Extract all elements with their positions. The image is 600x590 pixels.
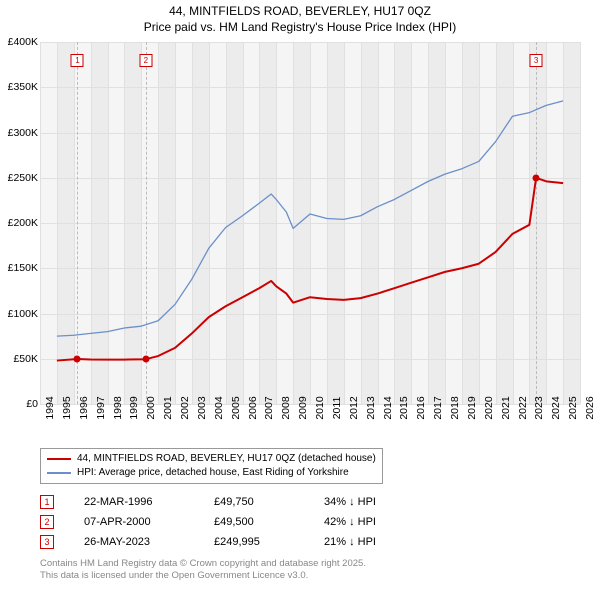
y-axis-label: £50K: [13, 353, 38, 365]
plot-area: 1 2 3: [40, 42, 580, 404]
x-axis-label: 2000: [145, 396, 157, 419]
tx-price: £49,750: [214, 496, 324, 508]
x-axis-label: 2024: [550, 396, 562, 419]
tx-marker-icon: 2: [40, 515, 54, 529]
legend-swatch: [47, 458, 71, 461]
y-axis-label: £150K: [8, 262, 38, 274]
x-axis-label: 2007: [263, 396, 275, 419]
tx-price: £49,500: [214, 516, 324, 528]
legend: 44, MINTFIELDS ROAD, BEVERLEY, HU17 0QZ …: [40, 448, 383, 484]
x-axis-label: 1998: [112, 396, 124, 419]
x-axis-label: 2005: [230, 396, 242, 419]
attribution: Contains HM Land Registry data © Crown c…: [40, 558, 366, 582]
chart-marker-icon: 1: [71, 54, 84, 67]
x-axis-label: 2020: [483, 396, 495, 419]
legend-item-price-paid: 44, MINTFIELDS ROAD, BEVERLEY, HU17 0QZ …: [47, 452, 376, 466]
tx-date: 26-MAY-2023: [84, 536, 214, 548]
data-point: [142, 356, 149, 363]
transaction-row: 2 07-APR-2000 £49,500 42% ↓ HPI: [40, 512, 376, 532]
y-axis-label: £250K: [8, 172, 38, 184]
x-axis-label: 1997: [95, 396, 107, 419]
attribution-line: Contains HM Land Registry data © Crown c…: [40, 558, 366, 570]
tx-delta: 21% ↓ HPI: [324, 536, 376, 548]
y-axis-label: £200K: [8, 217, 38, 229]
x-axis-label: 2003: [196, 396, 208, 419]
x-axis-label: 2022: [517, 396, 529, 419]
legend-label: 44, MINTFIELDS ROAD, BEVERLEY, HU17 0QZ …: [77, 452, 376, 466]
transaction-row: 1 22-MAR-1996 £49,750 34% ↓ HPI: [40, 492, 376, 512]
x-axis-label: 2011: [331, 397, 343, 420]
x-axis-label: 2010: [314, 396, 326, 419]
title-line-2: Price paid vs. HM Land Registry's House …: [0, 20, 600, 36]
y-axis-label: £350K: [8, 81, 38, 93]
y-axis-label: £300K: [8, 127, 38, 139]
tx-delta: 42% ↓ HPI: [324, 516, 376, 528]
x-axis-label: 2016: [415, 396, 427, 419]
x-axis-label: 2015: [398, 396, 410, 419]
x-axis-label: 2001: [162, 396, 174, 419]
tx-date: 22-MAR-1996: [84, 496, 214, 508]
tx-marker-icon: 1: [40, 495, 54, 509]
attribution-line: This data is licensed under the Open Gov…: [40, 570, 366, 582]
x-axis-label: 1996: [78, 396, 90, 419]
x-axis-label: 2021: [500, 396, 512, 419]
x-axis-label: 1999: [128, 396, 140, 419]
transactions-table: 1 22-MAR-1996 £49,750 34% ↓ HPI 2 07-APR…: [40, 492, 376, 552]
x-axis-label: 2023: [533, 396, 545, 419]
x-axis-label: 2013: [365, 396, 377, 419]
chart-container: 44, MINTFIELDS ROAD, BEVERLEY, HU17 0QZ …: [0, 0, 600, 590]
x-axis-label: 1994: [44, 396, 56, 419]
y-axis-label: £0: [26, 398, 38, 410]
legend-item-hpi: HPI: Average price, detached house, East…: [47, 466, 376, 480]
tx-delta: 34% ↓ HPI: [324, 496, 376, 508]
chart-marker-icon: 3: [530, 54, 543, 67]
y-axis-label: £100K: [8, 308, 38, 320]
x-axis-label: 2017: [432, 396, 444, 419]
data-point: [533, 174, 540, 181]
x-axis-label: 2002: [179, 396, 191, 419]
x-axis-label: 2014: [382, 396, 394, 419]
legend-swatch: [47, 472, 71, 474]
x-axis-label: 2012: [348, 396, 360, 419]
x-axis-label: 2008: [280, 396, 292, 419]
x-axis-label: 2009: [297, 396, 309, 419]
x-axis-label: 2006: [247, 396, 259, 419]
tx-marker-icon: 3: [40, 535, 54, 549]
title-line-1: 44, MINTFIELDS ROAD, BEVERLEY, HU17 0QZ: [0, 4, 600, 20]
x-axis-label: 2004: [213, 396, 225, 419]
y-axis-label: £400K: [8, 36, 38, 48]
chart-lines: [40, 42, 580, 404]
legend-label: HPI: Average price, detached house, East…: [77, 466, 349, 480]
x-axis-label: 2018: [449, 396, 461, 419]
data-point: [74, 355, 81, 362]
transaction-row: 3 26-MAY-2023 £249,995 21% ↓ HPI: [40, 532, 376, 552]
chart-title: 44, MINTFIELDS ROAD, BEVERLEY, HU17 0QZ …: [0, 0, 600, 35]
x-axis-label: 2025: [567, 396, 579, 419]
tx-date: 07-APR-2000: [84, 516, 214, 528]
x-axis-label: 2026: [584, 396, 596, 419]
tx-price: £249,995: [214, 536, 324, 548]
chart-marker-icon: 2: [139, 54, 152, 67]
x-axis-label: 2019: [466, 396, 478, 419]
x-axis-label: 1995: [61, 396, 73, 419]
